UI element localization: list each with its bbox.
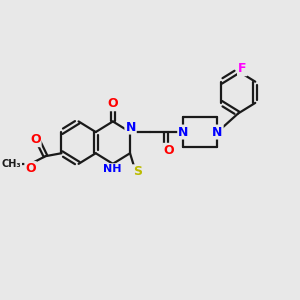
Text: O: O <box>30 133 40 146</box>
Text: F: F <box>238 62 247 75</box>
Text: O: O <box>25 162 36 175</box>
Text: N: N <box>125 121 136 134</box>
Text: O: O <box>108 97 118 110</box>
Text: S: S <box>133 165 142 178</box>
Text: N: N <box>178 125 189 139</box>
Text: O: O <box>163 144 174 157</box>
Text: N: N <box>212 125 223 139</box>
Text: CH₃: CH₃ <box>1 158 21 169</box>
Text: NH: NH <box>103 164 122 174</box>
